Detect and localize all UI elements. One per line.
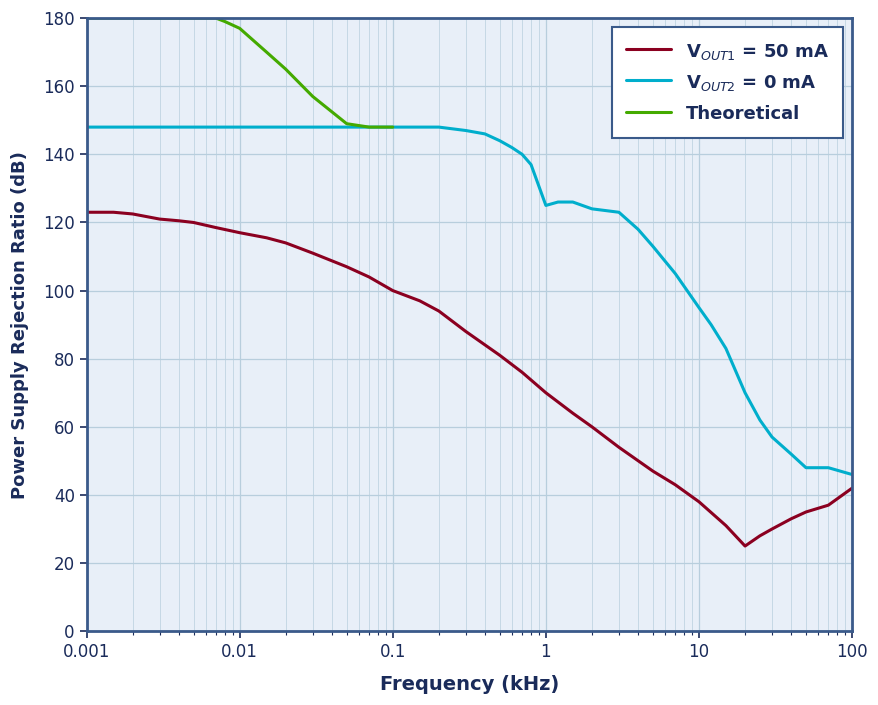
V$_{OUT1}$ = 50 mA	[341, 262, 351, 271]
V$_{OUT1}$ = 50 mA	[173, 216, 184, 225]
Theoretical	[234, 24, 245, 32]
V$_{OUT2}$ = 0 mA	[516, 150, 527, 159]
Theoretical	[307, 92, 318, 101]
Theoretical	[188, 14, 198, 23]
V$_{OUT1}$ = 50 mA	[494, 351, 505, 360]
V$_{OUT1}$ = 50 mA	[785, 515, 795, 523]
V$_{OUT2}$ = 0 mA	[567, 198, 578, 207]
Legend: V$_{OUT1}$ = 50 mA, V$_{OUT2}$ = 0 mA, Theoretical: V$_{OUT1}$ = 50 mA, V$_{OUT2}$ = 0 mA, T…	[611, 27, 842, 137]
V$_{OUT1}$ = 50 mA	[613, 443, 623, 451]
V$_{OUT1}$ = 50 mA	[800, 508, 810, 516]
Line: V$_{OUT1}$ = 50 mA: V$_{OUT1}$ = 50 mA	[86, 212, 851, 546]
V$_{OUT2}$ = 0 mA	[341, 123, 351, 131]
V$_{OUT2}$ = 0 mA	[494, 137, 505, 145]
V$_{OUT1}$ = 50 mA	[540, 388, 551, 397]
Theoretical	[387, 123, 398, 131]
V$_{OUT1}$ = 50 mA	[647, 467, 658, 475]
V$_{OUT2}$ = 0 mA	[754, 416, 765, 424]
V$_{OUT1}$ = 50 mA	[846, 484, 856, 492]
Theoretical	[211, 14, 221, 23]
X-axis label: Frequency (kHz): Frequency (kHz)	[379, 675, 558, 694]
V$_{OUT1}$ = 50 mA	[433, 307, 443, 315]
V$_{OUT1}$ = 50 mA	[567, 409, 578, 417]
V$_{OUT2}$ = 0 mA	[506, 143, 516, 152]
V$_{OUT2}$ = 0 mA	[785, 450, 795, 458]
V$_{OUT2}$ = 0 mA	[720, 344, 730, 352]
V$_{OUT2}$ = 0 mA	[387, 123, 398, 131]
V$_{OUT1}$ = 50 mA	[766, 525, 776, 533]
V$_{OUT1}$ = 50 mA	[307, 249, 318, 257]
V$_{OUT2}$ = 0 mA	[479, 130, 490, 138]
V$_{OUT1}$ = 50 mA	[261, 233, 271, 242]
Line: V$_{OUT2}$ = 0 mA: V$_{OUT2}$ = 0 mA	[86, 127, 851, 474]
V$_{OUT1}$ = 50 mA	[739, 542, 750, 551]
Theoretical	[220, 18, 230, 26]
V$_{OUT1}$ = 50 mA	[720, 522, 730, 530]
V$_{OUT2}$ = 0 mA	[525, 160, 536, 168]
V$_{OUT2}$ = 0 mA	[822, 463, 832, 472]
V$_{OUT1}$ = 50 mA	[414, 297, 425, 305]
Line: Theoretical: Theoretical	[86, 18, 392, 127]
V$_{OUT1}$ = 50 mA	[280, 239, 291, 247]
V$_{OUT2}$ = 0 mA	[693, 303, 703, 312]
V$_{OUT1}$ = 50 mA	[460, 327, 471, 336]
V$_{OUT1}$ = 50 mA	[516, 368, 527, 376]
V$_{OUT2}$ = 0 mA	[81, 123, 91, 131]
V$_{OUT2}$ = 0 mA	[632, 225, 643, 233]
V$_{OUT2}$ = 0 mA	[155, 123, 165, 131]
V$_{OUT2}$ = 0 mA	[234, 123, 245, 131]
V$_{OUT2}$ = 0 mA	[211, 123, 221, 131]
V$_{OUT2}$ = 0 mA	[414, 123, 425, 131]
V$_{OUT1}$ = 50 mA	[822, 501, 832, 510]
Theoretical	[155, 14, 165, 23]
V$_{OUT1}$ = 50 mA	[363, 273, 374, 281]
V$_{OUT2}$ = 0 mA	[280, 123, 291, 131]
Y-axis label: Power Supply Rejection Ratio (dB): Power Supply Rejection Ratio (dB)	[11, 151, 29, 498]
V$_{OUT1}$ = 50 mA	[127, 209, 138, 218]
Theoretical	[127, 14, 138, 23]
Theoretical	[363, 123, 374, 131]
Theoretical	[261, 48, 271, 56]
V$_{OUT2}$ = 0 mA	[460, 126, 471, 135]
V$_{OUT2}$ = 0 mA	[613, 208, 623, 216]
V$_{OUT1}$ = 50 mA	[155, 215, 165, 223]
V$_{OUT1}$ = 50 mA	[693, 498, 703, 506]
V$_{OUT2}$ = 0 mA	[433, 123, 443, 131]
V$_{OUT2}$ = 0 mA	[800, 463, 810, 472]
V$_{OUT1}$ = 50 mA	[188, 219, 198, 227]
V$_{OUT2}$ = 0 mA	[705, 321, 716, 329]
V$_{OUT1}$ = 50 mA	[586, 422, 596, 431]
V$_{OUT1}$ = 50 mA	[234, 228, 245, 237]
V$_{OUT2}$ = 0 mA	[188, 123, 198, 131]
V$_{OUT1}$ = 50 mA	[387, 286, 398, 295]
V$_{OUT2}$ = 0 mA	[363, 123, 374, 131]
V$_{OUT2}$ = 0 mA	[307, 123, 318, 131]
Theoretical	[380, 123, 391, 131]
Theoretical	[341, 119, 351, 128]
V$_{OUT2}$ = 0 mA	[552, 198, 563, 207]
V$_{OUT1}$ = 50 mA	[81, 208, 91, 216]
V$_{OUT2}$ = 0 mA	[540, 201, 551, 209]
V$_{OUT1}$ = 50 mA	[108, 208, 119, 216]
V$_{OUT1}$ = 50 mA	[754, 532, 765, 540]
Theoretical	[81, 14, 91, 23]
Theoretical	[280, 65, 291, 73]
V$_{OUT1}$ = 50 mA	[669, 481, 680, 489]
V$_{OUT1}$ = 50 mA	[211, 223, 221, 232]
V$_{OUT2}$ = 0 mA	[127, 123, 138, 131]
V$_{OUT2}$ = 0 mA	[586, 204, 596, 213]
V$_{OUT2}$ = 0 mA	[739, 388, 750, 397]
V$_{OUT2}$ = 0 mA	[647, 242, 658, 250]
V$_{OUT2}$ = 0 mA	[766, 433, 776, 441]
V$_{OUT2}$ = 0 mA	[846, 470, 856, 479]
V$_{OUT2}$ = 0 mA	[669, 269, 680, 278]
